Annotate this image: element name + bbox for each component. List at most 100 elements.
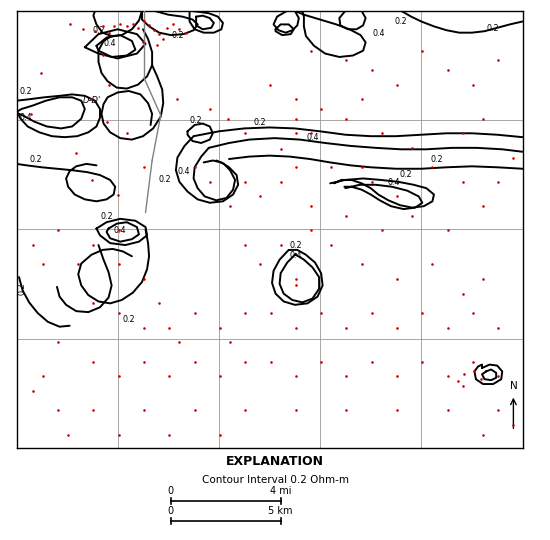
Point — [134, 23, 142, 32]
Point — [292, 129, 300, 138]
Point — [393, 406, 402, 415]
Point — [494, 323, 503, 332]
Point — [276, 145, 285, 153]
Point — [418, 309, 427, 318]
Point — [190, 357, 199, 366]
Point — [292, 275, 300, 284]
Point — [72, 148, 81, 157]
Point — [140, 163, 148, 172]
Text: 0: 0 — [167, 485, 174, 496]
Point — [306, 226, 315, 235]
Point — [342, 212, 351, 220]
Point — [418, 357, 427, 366]
Point — [443, 226, 452, 235]
Point — [327, 163, 336, 172]
Point — [39, 260, 47, 269]
Point — [89, 357, 98, 366]
Point — [367, 309, 376, 318]
Point — [377, 129, 386, 138]
Point — [478, 114, 487, 123]
Point — [165, 430, 174, 439]
Point — [89, 299, 98, 308]
Point — [241, 357, 250, 366]
Point — [453, 377, 462, 386]
Point — [175, 338, 184, 347]
Text: Contour Interval 0.2 Ohm-m: Contour Interval 0.2 Ohm-m — [201, 475, 349, 485]
Text: 0.2: 0.2 — [400, 170, 412, 179]
Point — [165, 372, 174, 381]
Point — [155, 30, 163, 38]
Point — [216, 323, 224, 332]
Point — [116, 20, 125, 29]
Point — [393, 372, 402, 381]
Point — [28, 387, 37, 395]
Point — [458, 178, 467, 186]
Point — [114, 226, 123, 235]
Point — [317, 105, 326, 113]
Point — [408, 212, 416, 220]
Point — [469, 357, 477, 366]
Point — [494, 406, 503, 415]
Point — [91, 27, 100, 36]
Point — [342, 56, 351, 65]
Point — [428, 260, 437, 269]
Point — [342, 406, 351, 415]
Point — [292, 372, 300, 381]
Point — [28, 241, 37, 249]
Point — [79, 25, 87, 33]
Point — [256, 192, 265, 201]
Point — [36, 69, 45, 77]
Point — [357, 163, 366, 172]
Text: 0.2: 0.2 — [29, 156, 42, 165]
Point — [256, 260, 265, 269]
Point — [104, 28, 113, 37]
Point — [98, 22, 107, 31]
Point — [65, 20, 74, 29]
Point — [357, 260, 366, 269]
Point — [306, 46, 315, 55]
Point — [241, 129, 250, 138]
Point — [39, 372, 47, 381]
Text: 0.2: 0.2 — [92, 26, 105, 35]
Point — [458, 289, 467, 298]
Point — [165, 323, 174, 332]
Point — [443, 66, 452, 75]
Point — [140, 406, 148, 415]
Text: 0.2: 0.2 — [190, 116, 202, 125]
Text: 0.2: 0.2 — [171, 31, 184, 39]
Text: 0.2: 0.2 — [289, 241, 302, 250]
Text: 0: 0 — [167, 505, 174, 516]
Point — [418, 46, 427, 55]
Point — [367, 66, 376, 75]
Point — [216, 372, 224, 381]
Text: 0.4: 0.4 — [19, 113, 31, 122]
Text: 0.4: 0.4 — [387, 178, 400, 187]
Point — [74, 260, 82, 269]
Text: 0.2: 0.2 — [19, 87, 32, 97]
Point — [306, 202, 315, 211]
Point — [367, 178, 376, 186]
Point — [163, 23, 172, 32]
Point — [393, 323, 402, 332]
Point — [494, 56, 503, 65]
Point — [113, 191, 122, 200]
Point — [114, 309, 123, 318]
Point — [190, 309, 199, 318]
Point — [292, 281, 300, 289]
Point — [276, 178, 285, 186]
Point — [155, 299, 163, 308]
Point — [443, 406, 452, 415]
Point — [478, 202, 487, 211]
Point — [109, 22, 118, 31]
Point — [393, 192, 402, 201]
Point — [276, 241, 285, 249]
Text: 0.2: 0.2 — [100, 212, 113, 221]
Point — [241, 178, 250, 186]
Point — [205, 178, 214, 186]
Point — [292, 95, 300, 104]
Point — [470, 367, 479, 376]
Point — [89, 241, 98, 249]
Text: 0.2: 0.2 — [395, 17, 408, 26]
Point — [88, 176, 97, 184]
Point — [408, 144, 416, 152]
